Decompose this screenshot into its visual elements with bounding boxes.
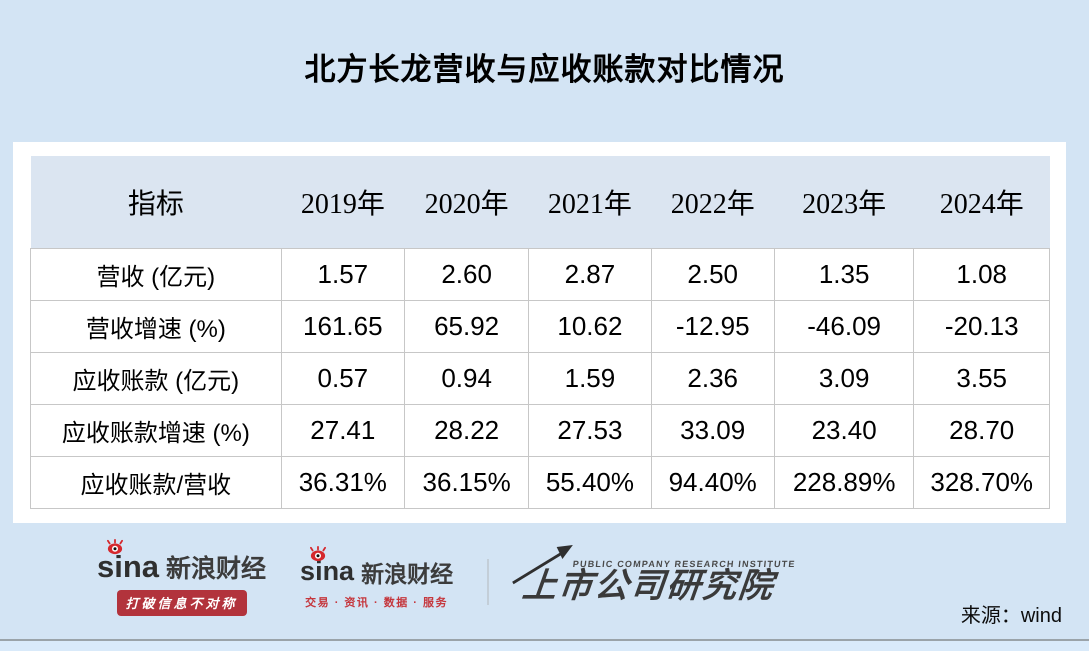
- institute-arrow-icon: [512, 545, 573, 585]
- data-table: 指标 2019年 2020年 2021年 2022年 2023年 2024年 营…: [30, 156, 1050, 509]
- bottom-strip: [0, 641, 1089, 651]
- value-cell: 55.40%: [528, 455, 652, 509]
- table-row: 应收账款 (亿元) 0.57 0.94 1.59 2.36 3.09 3.55: [30, 351, 1050, 405]
- value-cell: 28.70: [913, 403, 1050, 457]
- sina-brand-label: 新浪财经: [166, 554, 267, 583]
- value-cell: -46.09: [773, 299, 915, 353]
- header-cell-year: 2024年: [913, 156, 1050, 248]
- row-label-cell: 营收 (亿元): [30, 247, 282, 301]
- row-label-cell: 应收账款增速 (%): [30, 403, 282, 457]
- research-institute-logo: PUBLIC COMPANY RESEARCH INSTITUTE 上市公司研究…: [507, 545, 796, 605]
- footer: sina 新浪财经 打破信息不对称 sina 新浪财经 交易 · 资讯 · 数据…: [97, 539, 796, 616]
- value-cell: 328.70%: [913, 455, 1050, 509]
- value-cell: 1.08: [913, 247, 1050, 301]
- value-cell: 0.94: [403, 351, 530, 405]
- value-cell: 1.59: [528, 351, 652, 405]
- bottom-divider-line: [0, 639, 1089, 641]
- value-cell: 3.55: [913, 351, 1050, 405]
- sina-wordmark: sina: [300, 546, 354, 585]
- value-cell: 94.40%: [650, 455, 775, 509]
- header-cell-year: 2020年: [404, 156, 529, 248]
- value-cell: 27.41: [280, 403, 405, 457]
- table-row: 应收账款增速 (%) 27.41 28.22 27.53 33.09 23.40…: [30, 403, 1050, 457]
- value-cell: 3.09: [773, 351, 915, 405]
- value-cell: 2.50: [650, 247, 775, 301]
- value-cell: 2.36: [650, 351, 775, 405]
- value-cell: 0.57: [280, 351, 405, 405]
- value-cell: 228.89%: [773, 455, 915, 509]
- value-cell: 1.57: [280, 247, 405, 301]
- table-row: 应收账款/营收 36.31% 36.15% 55.40% 94.40% 228.…: [30, 455, 1050, 509]
- row-label-cell: 营收增速 (%): [30, 299, 282, 353]
- header-cell-year: 2019年: [281, 156, 405, 248]
- value-cell: 23.40: [773, 403, 915, 457]
- sina-wordmark: sina: [97, 539, 159, 582]
- value-cell: 161.65: [280, 299, 405, 353]
- source-label: 来源：wind: [960, 605, 1062, 627]
- value-cell: 2.87: [528, 247, 652, 301]
- value-cell: 10.62: [528, 299, 652, 353]
- value-cell: -12.95: [650, 299, 775, 353]
- sina-eye-icon: [107, 539, 123, 555]
- page-title: 北方长龙营收与应收账款对比情况: [304, 52, 785, 87]
- value-cell: 33.09: [650, 403, 775, 457]
- value-cell: 65.92: [403, 299, 530, 353]
- value-cell: 28.22: [403, 403, 530, 457]
- sina-eye-icon: [310, 546, 327, 562]
- header-row: 指标 2019年 2020年 2021年 2022年 2023年 2024年: [30, 156, 1050, 248]
- sina-brand-label: 新浪财经: [361, 560, 454, 587]
- value-cell: 27.53: [528, 403, 652, 457]
- value-cell: 36.31%: [280, 455, 405, 509]
- slogan-badge: 打破信息不对称: [116, 589, 247, 616]
- vertical-divider: [487, 559, 490, 605]
- table-row: 营收 (亿元) 1.57 2.60 2.87 2.50 1.35 1.08: [30, 247, 1050, 301]
- sina-finance-logo-secondary: sina 新浪财经 交易 · 资讯 · 数据 · 服务: [300, 546, 454, 610]
- table-row: 营收增速 (%) 161.65 65.92 10.62 -12.95 -46.0…: [30, 299, 1050, 353]
- header-cell-year: 2022年: [651, 156, 775, 248]
- sina-finance-logo-primary: sina 新浪财经 打破信息不对称: [97, 539, 267, 616]
- value-cell: 2.60: [403, 247, 530, 301]
- header-cell-year: 2023年: [774, 156, 914, 248]
- header-cell-year: 2021年: [528, 156, 652, 248]
- header-cell-indicator: 指标: [30, 156, 282, 248]
- table-card: 指标 2019年 2020年 2021年 2022年 2023年 2024年 营…: [13, 142, 1066, 523]
- value-cell: 1.35: [773, 247, 915, 301]
- value-cell: -20.13: [913, 299, 1050, 353]
- services-tagline: 交易 · 资讯 · 数据 · 服务: [305, 596, 448, 609]
- row-label-cell: 应收账款/营收: [30, 455, 282, 509]
- row-label-cell: 应收账款 (亿元): [30, 351, 282, 405]
- value-cell: 36.15%: [403, 455, 530, 509]
